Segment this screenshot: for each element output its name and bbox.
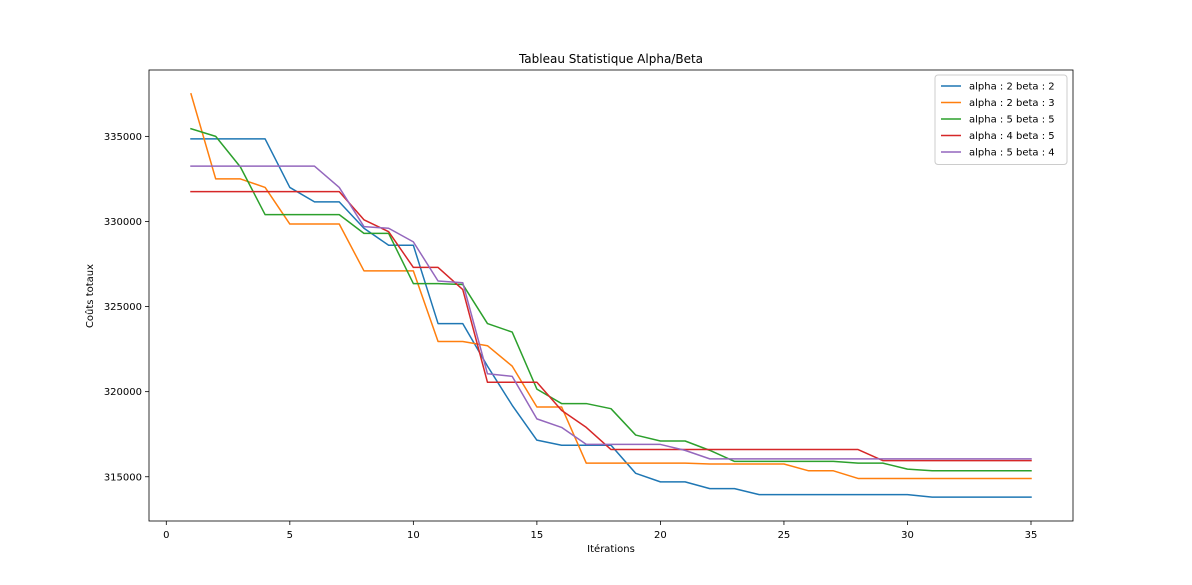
series-layer: [190, 92, 1032, 498]
legend: alpha : 2 beta : 2 alpha : 2 beta : 3 alph…: [934, 74, 1068, 165]
y-tick-label: 325000: [104, 302, 142, 313]
x-tick-label: 35: [1025, 530, 1038, 541]
y-axis-label: Coûts totaux: [84, 264, 96, 328]
legend-label-4: alpha : 4 beta : 5: [969, 131, 1055, 142]
chart-title: Tableau Statistique Alpha/Beta: [518, 52, 703, 66]
series-line-1: [190, 138, 1032, 498]
legend-label-5: alpha : 5 beta : 4: [969, 148, 1055, 159]
y-tick-label: 320000: [104, 387, 142, 398]
legend-label-2: alpha : 2 beta : 3: [969, 98, 1055, 109]
y-tick-label: 335000: [104, 132, 142, 143]
x-tick-label: 10: [407, 530, 420, 541]
x-axis-label: Itérations: [587, 543, 635, 555]
x-tick-label: 15: [531, 530, 544, 541]
series-line-3: [190, 127, 1032, 472]
series-line-5: [190, 165, 1032, 460]
series-line-4: [190, 190, 1032, 462]
x-tick-label: 20: [654, 530, 667, 541]
x-tick-label: 25: [778, 530, 791, 541]
legend-label-3: alpha : 5 beta : 5: [969, 115, 1055, 126]
y-tick-label: 330000: [104, 217, 142, 228]
legend-label-1: alpha : 2 beta : 2: [969, 82, 1055, 93]
plot-frame: [148, 69, 1074, 522]
x-tick-label: 30: [901, 530, 914, 541]
x-tick-label: 0: [163, 530, 169, 541]
series-line-2: [190, 92, 1032, 480]
axes-layer: 0 5 10 15 20 25 30 35 315000 320000 325000 330000 33…: [104, 69, 1074, 541]
legend-box: [934, 74, 1068, 165]
y-tick-label: 315000: [104, 472, 142, 483]
x-tick-label: 5: [287, 530, 293, 541]
